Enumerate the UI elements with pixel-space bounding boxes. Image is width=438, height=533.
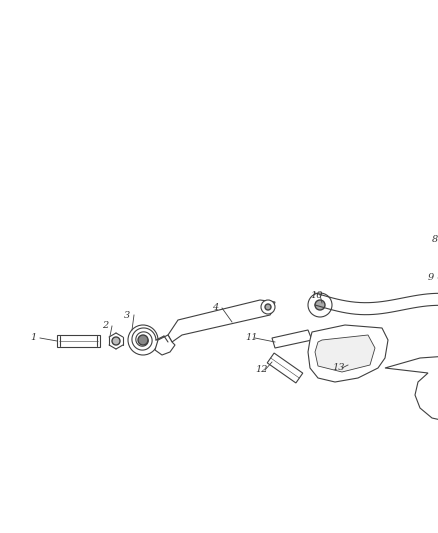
Polygon shape bbox=[155, 335, 175, 355]
Circle shape bbox=[265, 304, 271, 310]
Text: 12: 12 bbox=[255, 366, 268, 375]
Text: 8: 8 bbox=[432, 236, 438, 245]
Polygon shape bbox=[272, 330, 312, 348]
Circle shape bbox=[128, 325, 158, 355]
Polygon shape bbox=[308, 325, 388, 382]
Polygon shape bbox=[385, 355, 438, 445]
Text: 13: 13 bbox=[332, 364, 345, 373]
Text: 4: 4 bbox=[212, 303, 218, 312]
Circle shape bbox=[315, 300, 325, 310]
Text: 1: 1 bbox=[30, 334, 36, 343]
Text: 3: 3 bbox=[124, 311, 130, 319]
Circle shape bbox=[261, 300, 275, 314]
Text: 11: 11 bbox=[245, 334, 258, 343]
Circle shape bbox=[138, 335, 148, 345]
Circle shape bbox=[308, 293, 332, 317]
Polygon shape bbox=[267, 353, 303, 383]
Text: 9: 9 bbox=[428, 273, 434, 282]
Polygon shape bbox=[315, 335, 375, 372]
Text: 2: 2 bbox=[102, 321, 108, 330]
Text: 10: 10 bbox=[310, 290, 322, 300]
Circle shape bbox=[112, 337, 120, 345]
Polygon shape bbox=[168, 300, 275, 342]
Polygon shape bbox=[57, 335, 100, 347]
